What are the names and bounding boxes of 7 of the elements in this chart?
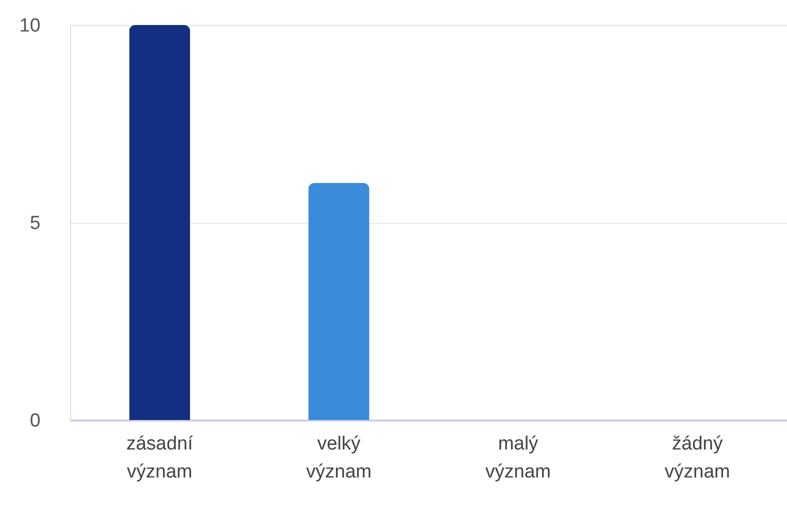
x-tick-label: velký význam <box>306 434 372 482</box>
y-tick-label: 5 <box>30 213 40 234</box>
x-tick-label: zásadní význam <box>126 434 194 482</box>
y-tick-label: 0 <box>30 410 40 432</box>
x-tick-label: žádný význam <box>664 434 730 482</box>
y-tick-label: 10 <box>19 16 40 36</box>
x-tick-label: malý význam <box>485 434 551 482</box>
